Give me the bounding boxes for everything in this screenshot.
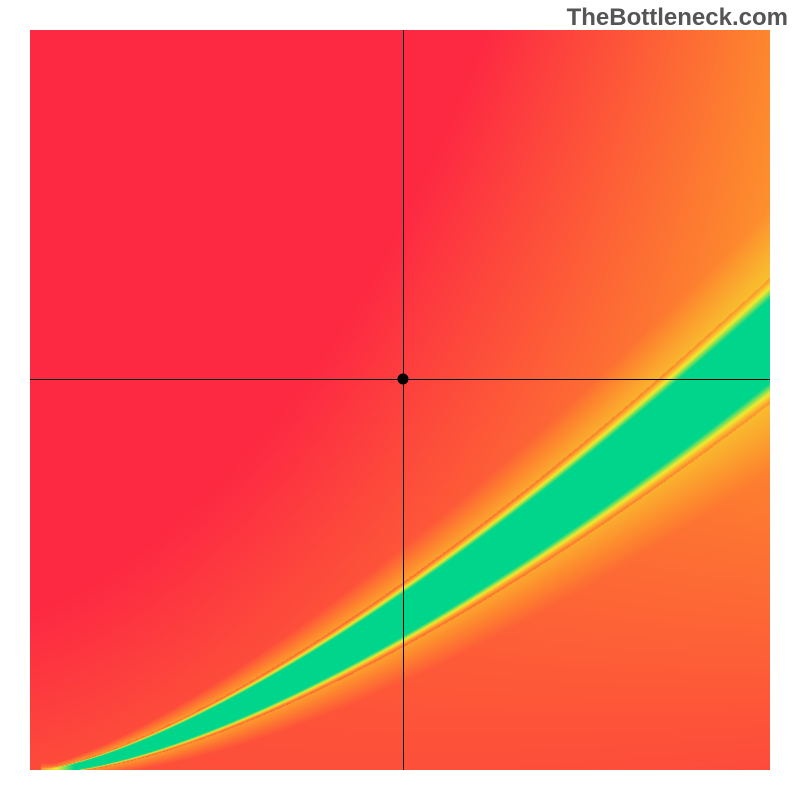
watermark-text: TheBottleneck.com bbox=[567, 4, 788, 32]
chart-container: TheBottleneck.com bbox=[0, 0, 800, 800]
heatmap-canvas bbox=[30, 30, 770, 770]
crosshair-vertical bbox=[403, 30, 404, 770]
crosshair-marker bbox=[397, 374, 408, 385]
plot-area bbox=[30, 30, 770, 770]
